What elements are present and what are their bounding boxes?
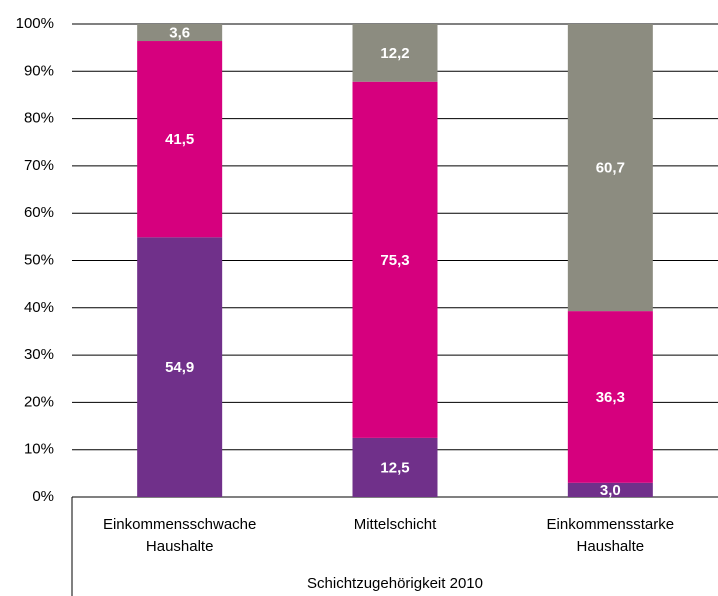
value-label: 41,5 [165,131,194,148]
x-axis-label: Schichtzugehörigkeit 2010 [307,575,483,592]
bar-segment [137,237,223,497]
y-tick-label: 0% [32,488,54,505]
bar-segment [137,41,223,238]
value-label: 60,7 [596,160,625,177]
y-tick-label: 40% [24,299,54,316]
y-tick-label: 60% [24,204,54,221]
x-tick-label: Mittelschicht [354,516,437,533]
value-label: 12,2 [380,45,409,62]
y-tick-label: 70% [24,157,54,174]
y-tick-label: 30% [24,346,54,363]
y-tick-label: 10% [24,441,54,458]
value-label: 36,3 [596,389,625,406]
x-tick-label: Einkommensstarke Haushalte [547,516,675,555]
y-tick-label: 100% [16,15,54,32]
value-label: 54,9 [165,359,194,376]
y-tick-label: 20% [24,393,54,410]
x-tick-label: Einkommensschwache Haushalte [103,516,256,555]
value-label: 75,3 [380,252,409,269]
bar-segment [352,81,438,438]
value-label: 3,6 [169,24,190,41]
bar-segment [352,24,438,82]
y-tick-label: 90% [24,62,54,79]
value-label: 3,0 [600,482,621,499]
y-tick-label: 50% [24,251,54,268]
bar-segment [567,24,653,312]
y-tick-label: 80% [24,110,54,127]
bar-segment [567,311,653,483]
bar-segment [137,24,223,42]
value-label: 12,5 [380,459,409,476]
bar-segment [567,482,653,497]
bar-segment [352,437,438,497]
